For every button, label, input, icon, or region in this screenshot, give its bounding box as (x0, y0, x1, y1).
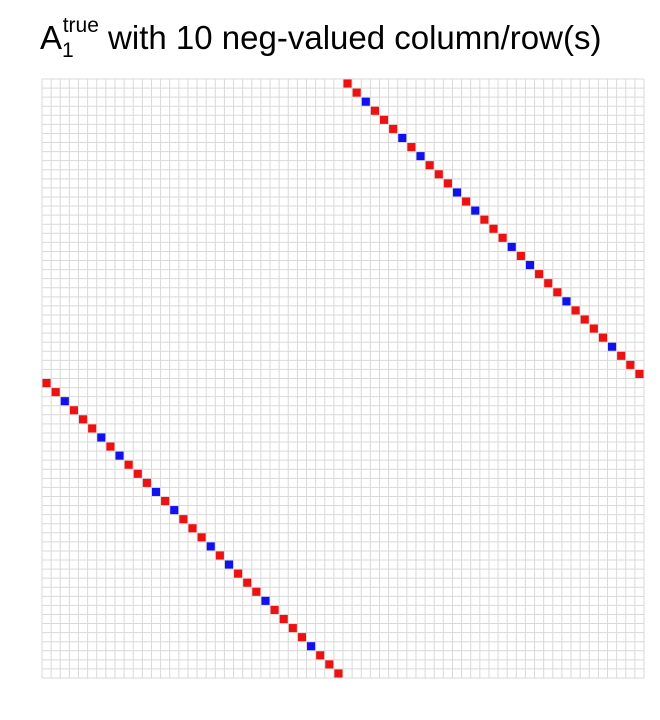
heatmap-cell-positive (589, 324, 598, 333)
heatmap-cell-negative (562, 297, 571, 306)
heatmap-cell-positive (133, 469, 142, 478)
heatmap-cell-positive (498, 233, 507, 242)
title-base: A (40, 19, 63, 56)
heatmap-cell-positive (279, 614, 288, 624)
heatmap-cell-negative (60, 397, 69, 406)
heatmap-cell-negative (97, 433, 106, 442)
heatmap-cell-positive (142, 478, 151, 487)
heatmap-cell-positive (234, 569, 243, 578)
heatmap-cell-positive (297, 633, 307, 642)
heatmap-cell-negative (361, 97, 370, 106)
heatmap-cell-positive (106, 442, 115, 451)
heatmap-cell-positive (334, 669, 343, 678)
heatmap-cell-negative (416, 152, 425, 161)
title-rest: with 10 neg-valued column/row(s) (98, 19, 602, 56)
heatmap-cell-positive (580, 315, 589, 324)
heatmap-cell-positive (188, 524, 197, 533)
heatmap-cell-negative (115, 451, 124, 460)
title-superscript: true (62, 14, 99, 37)
heatmap-cell-positive (379, 115, 389, 124)
heatmap-cell-negative (471, 206, 480, 215)
title-subscript: 1 (62, 39, 74, 62)
heatmap-cell-positive (389, 124, 398, 133)
heatmap-cell-positive (535, 270, 544, 279)
heatmap-cell-positive (325, 660, 334, 669)
heatmap-cell-positive (352, 88, 361, 97)
heatmap-grid (41, 78, 645, 679)
heatmap-cell-positive (316, 651, 325, 660)
heatmap-cell-negative (452, 188, 462, 197)
heatmap-cell-positive (215, 551, 224, 560)
heatmap-cell-positive (480, 215, 489, 224)
heatmap-cell-negative (206, 542, 215, 551)
heatmap-cell-negative (608, 342, 617, 351)
heatmap-cell-positive (617, 351, 626, 360)
heatmap-cell-positive (161, 496, 170, 506)
heatmap-cell-positive (78, 415, 88, 424)
heatmap-cell-negative (307, 642, 316, 651)
heatmap-cell-positive (69, 406, 78, 415)
heatmap-cell-positive (626, 360, 635, 369)
heatmap-cell-positive (252, 587, 261, 596)
heatmap-cell-positive (42, 379, 51, 388)
heatmap-cell-positive (434, 170, 443, 179)
heatmap-cell-positive (489, 224, 498, 233)
heatmap-cell-negative (261, 596, 270, 605)
heatmap-cell-positive (88, 424, 97, 433)
heatmap-cell-positive (124, 460, 133, 469)
heatmap-cell-positive (571, 306, 580, 315)
heatmap-cell-positive (407, 143, 416, 152)
chart-title: A1true with 10 neg-valued column/row(s) (40, 14, 601, 63)
heatmap-cell-positive (443, 179, 452, 188)
heatmap-cell-positive (243, 578, 252, 587)
heatmap-cell-positive (425, 161, 434, 170)
heatmap-cell-positive (635, 369, 644, 378)
heatmap-cell-negative (170, 506, 179, 515)
heatmap-cell-negative (224, 560, 234, 569)
heatmap-cell-negative (398, 133, 407, 143)
heatmap-cells (42, 79, 644, 678)
heatmap-cell-negative (507, 242, 516, 251)
heatmap-cell-positive (51, 388, 60, 397)
heatmap-cell-positive (516, 251, 525, 261)
heatmap-cell-positive (553, 288, 562, 297)
heatmap-cell-negative (151, 487, 161, 496)
heatmap-cell-positive (343, 79, 352, 88)
heatmap-cell-positive (179, 515, 188, 524)
heatmap-cell-positive (544, 279, 553, 288)
heatmap-cell-positive (288, 624, 297, 633)
heatmap-cell-positive (598, 333, 608, 342)
heatmap-cell-negative (525, 261, 535, 270)
heatmap-cell-positive (370, 106, 379, 115)
heatmap-cell-positive (462, 197, 471, 206)
heatmap-cell-positive (197, 533, 206, 542)
heatmap-cell-positive (270, 605, 279, 614)
